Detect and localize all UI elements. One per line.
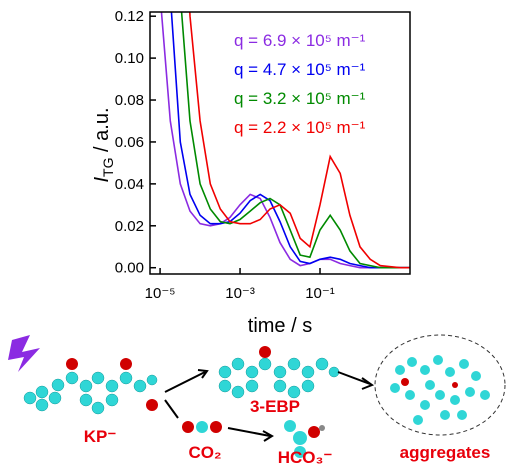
- legend-entry: q = 6.9 × 10⁵ m⁻¹: [234, 31, 366, 50]
- oxygen-atom: [452, 382, 458, 388]
- co2-molecule: [182, 421, 222, 433]
- x-tick-label: 10⁻³: [225, 285, 255, 302]
- oxygen-atom: [146, 399, 158, 411]
- y-tick-label: 0.02: [115, 218, 144, 235]
- ebp-label: 3-EBP: [250, 397, 300, 416]
- series-line: [160, 12, 410, 269]
- oxygen-atom: [401, 378, 409, 386]
- series-line: [189, 12, 410, 269]
- y-axis-label: ITG / a.u.: [91, 107, 116, 182]
- y-tick-label: 0.04: [115, 176, 144, 193]
- aggregates-label: aggregates: [400, 443, 491, 462]
- x-axis-label: time / s: [248, 315, 312, 337]
- y-label-rest: / a.u.: [91, 107, 113, 157]
- legend-entry: q = 4.7 × 10⁵ m⁻¹: [234, 60, 366, 79]
- x-tick-label: 10⁻¹: [305, 285, 335, 302]
- y-tick-label: 0.08: [115, 92, 144, 109]
- hco3-molecule: [284, 420, 325, 458]
- legend-entry: q = 3.2 × 10⁵ m⁻¹: [234, 89, 366, 108]
- plot-frame: [149, 11, 411, 275]
- series-line: [170, 12, 410, 269]
- oxygen-atom: [120, 358, 132, 370]
- y-label-sub: TG: [100, 158, 116, 177]
- legend-entry: q = 2.2 × 10⁵ m⁻¹: [234, 118, 366, 137]
- oxygen-atom: [66, 358, 78, 370]
- oxygen-atom: [259, 346, 271, 358]
- flash-icon: [8, 335, 40, 372]
- kp-label: KP⁻: [84, 427, 117, 446]
- series-line: [180, 12, 410, 269]
- aggregate-cluster: [390, 355, 490, 425]
- y-label-main: I: [91, 177, 113, 183]
- plot-lines: [160, 12, 410, 269]
- y-tick-label: 0.00: [115, 260, 144, 277]
- kp-molecule: [23, 371, 158, 415]
- ebp-molecule: [218, 357, 340, 399]
- aggregate-boundary: [374, 334, 506, 436]
- arrows: [164, 369, 375, 442]
- co2-label: CO₂: [188, 443, 221, 462]
- reaction-scheme: KP⁻ 3-EBP CO₂ HCO₃⁻ aggregates: [8, 334, 506, 467]
- y-tick-label: 0.06: [115, 134, 144, 151]
- y-tick-label: 0.12: [115, 8, 144, 25]
- x-tick-label: 10⁻⁵: [145, 285, 176, 302]
- hco3-label: HCO₃⁻: [278, 448, 333, 467]
- y-tick-label: 0.10: [115, 50, 144, 67]
